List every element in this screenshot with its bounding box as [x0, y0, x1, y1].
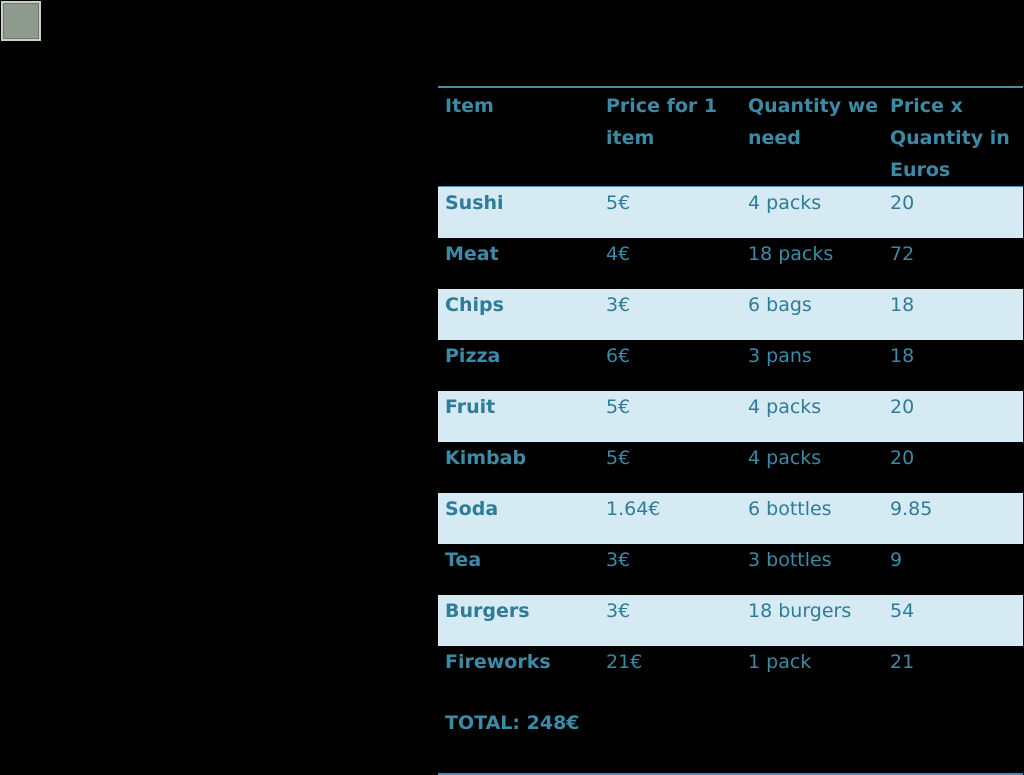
header-quantity: Quantity we need — [748, 95, 879, 149]
grand-total: TOTAL: 248€ — [438, 696, 1023, 774]
cell-price: 21€ — [599, 645, 741, 697]
table-row: Pizza 6€ 3 pans 18 — [438, 339, 1023, 391]
cell-item: Fireworks — [438, 645, 599, 697]
cell-total: 9.85 — [883, 492, 1023, 544]
cell-price: 6€ — [599, 339, 741, 391]
table-row: Burgers 3€ 18 burgers 54 — [438, 594, 1023, 646]
table-row: Meat 4€ 18 packs 72 — [438, 237, 1023, 289]
cell-price: 3€ — [599, 543, 741, 595]
table-row: Kimbab 5€ 4 packs 20 — [438, 441, 1023, 493]
cell-item: Pizza — [438, 339, 599, 391]
cell-total: 18 — [883, 339, 1023, 391]
table-row: Sushi 5€ 4 packs 20 — [438, 186, 1023, 238]
cell-price: 3€ — [599, 288, 741, 340]
cell-item: Chips — [438, 288, 599, 340]
cell-price: 3€ — [599, 594, 741, 646]
header-unit-price: Price for 1 item — [606, 95, 718, 149]
cell-quantity: 6 bottles — [741, 492, 883, 544]
shopping-cost-table: Item Price for 1 item Quantity we need P… — [438, 86, 1023, 775]
table-row: Tea 3€ 3 bottles 9 — [438, 543, 1023, 595]
cell-quantity: 4 packs — [741, 390, 883, 442]
cell-price: 5€ — [599, 186, 741, 238]
table-header-row: Item Price for 1 item Quantity we need P… — [438, 87, 1023, 187]
table-row: Fruit 5€ 4 packs 20 — [438, 390, 1023, 442]
cell-total: 20 — [883, 441, 1023, 493]
cell-total: 72 — [883, 237, 1023, 289]
cell-item: Meat — [438, 237, 599, 289]
cell-item: Fruit — [438, 390, 599, 442]
table-row: Soda 1.64€ 6 bottles 9.85 — [438, 492, 1023, 544]
cell-total: 20 — [883, 186, 1023, 238]
cell-total: 20 — [883, 390, 1023, 442]
cell-quantity: 3 bottles — [741, 543, 883, 595]
total-row: TOTAL: 248€ — [438, 696, 1023, 774]
cell-item: Kimbab — [438, 441, 599, 493]
cell-total: 21 — [883, 645, 1023, 697]
cell-quantity: 18 packs — [741, 237, 883, 289]
cell-item: Soda — [438, 492, 599, 544]
header-item: Item — [445, 95, 494, 117]
header-line-total: Price x Quantity in Euros — [890, 95, 1010, 181]
cell-quantity: 6 bags — [741, 288, 883, 340]
table-row: Fireworks 21€ 1 pack 21 — [438, 645, 1023, 697]
cell-price: 4€ — [599, 237, 741, 289]
cell-quantity: 3 pans — [741, 339, 883, 391]
cell-price: 1.64€ — [599, 492, 741, 544]
cell-quantity: 18 burgers — [741, 594, 883, 646]
cell-item: Tea — [438, 543, 599, 595]
cell-total: 9 — [883, 543, 1023, 595]
cell-total: 54 — [883, 594, 1023, 646]
cell-item: Burgers — [438, 594, 599, 646]
cell-price: 5€ — [599, 390, 741, 442]
cell-price: 5€ — [599, 441, 741, 493]
cell-quantity: 1 pack — [741, 645, 883, 697]
table-row: Chips 3€ 6 bags 18 — [438, 288, 1023, 340]
cell-quantity: 4 packs — [741, 186, 883, 238]
cell-quantity: 4 packs — [741, 441, 883, 493]
cell-total: 18 — [883, 288, 1023, 340]
placeholder-box — [1, 1, 41, 41]
cell-item: Sushi — [438, 186, 599, 238]
